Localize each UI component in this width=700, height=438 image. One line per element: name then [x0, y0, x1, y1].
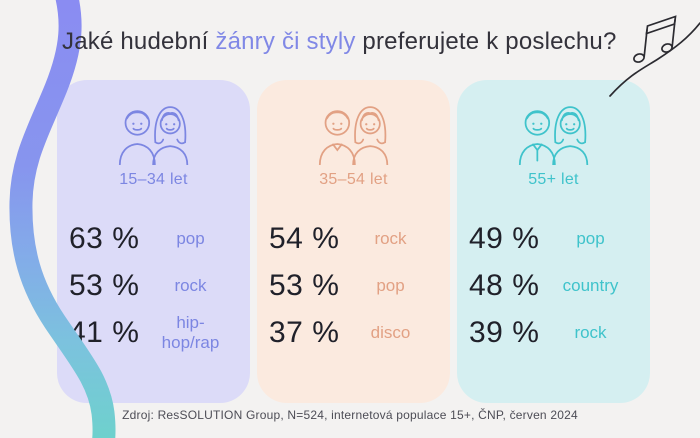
title-suffix: preferujete k poslechu? — [355, 28, 617, 55]
age-group-card-35-54: 35–54 let 54 % rock 53 % pop 37 % disco — [257, 80, 450, 403]
stat-row: 37 % disco — [257, 309, 450, 356]
stat-row: 49 % pop — [457, 215, 650, 262]
couple-icon — [257, 80, 450, 165]
age-group-card-55-plus: 55+ let 49 % pop 48 % country 39 % rock — [457, 80, 650, 403]
stat-genre: rock — [174, 275, 207, 295]
stat-genre: disco — [370, 322, 411, 342]
stat-row: 54 % rock — [257, 215, 450, 262]
stat-percent: 49 % — [469, 221, 540, 255]
stat-genre: country — [562, 275, 619, 295]
stat-percent: 63 % — [69, 221, 140, 255]
couple-icon — [457, 80, 650, 165]
title-highlight: žánry či styly — [215, 28, 356, 55]
stat-row: 63 % pop — [57, 215, 250, 262]
stat-row: 39 % rock — [457, 309, 650, 356]
age-label: 15–34 let — [119, 171, 188, 188]
page-title: Jaké hudební žánry či styly preferujete … — [62, 28, 617, 56]
stat-rows: 49 % pop 48 % country 39 % rock — [457, 215, 650, 356]
stat-genre: rock — [574, 322, 607, 342]
stat-percent: 37 % — [269, 315, 340, 349]
age-group-cards: 15–34 let 63 % pop 53 % rock 41 % hip-ho… — [57, 80, 650, 403]
stat-percent: 53 % — [269, 268, 340, 302]
stat-row: 48 % country — [457, 262, 650, 309]
stat-percent: 39 % — [469, 315, 540, 349]
age-label: 35–54 let — [319, 171, 388, 188]
age-group-card-15-34: 15–34 let 63 % pop 53 % rock 41 % hip-ho… — [57, 80, 250, 403]
couple-icon — [57, 80, 250, 165]
stat-rows: 54 % rock 53 % pop 37 % disco — [257, 215, 450, 356]
stat-genre: hip-hop/rap — [161, 312, 220, 352]
stat-rows: 63 % pop 53 % rock 41 % hip-hop/rap — [57, 215, 250, 356]
stat-percent: 53 % — [69, 268, 140, 302]
stat-percent: 54 % — [269, 221, 340, 255]
stat-row: 53 % rock — [57, 262, 250, 309]
title-prefix: Jaké hudební — [62, 28, 216, 55]
stat-genre: pop — [376, 275, 405, 295]
stat-percent: 48 % — [469, 268, 540, 302]
source-note: Zdroj: ResSOLUTION Group, N=524, interne… — [122, 408, 578, 422]
stat-genre: pop — [176, 228, 205, 248]
stat-row: 41 % hip-hop/rap — [57, 309, 250, 356]
stat-row: 53 % pop — [257, 262, 450, 309]
stat-genre: rock — [374, 228, 407, 248]
stat-percent: 41 % — [69, 315, 140, 349]
stat-genre: pop — [576, 228, 605, 248]
age-label: 55+ let — [528, 171, 579, 188]
